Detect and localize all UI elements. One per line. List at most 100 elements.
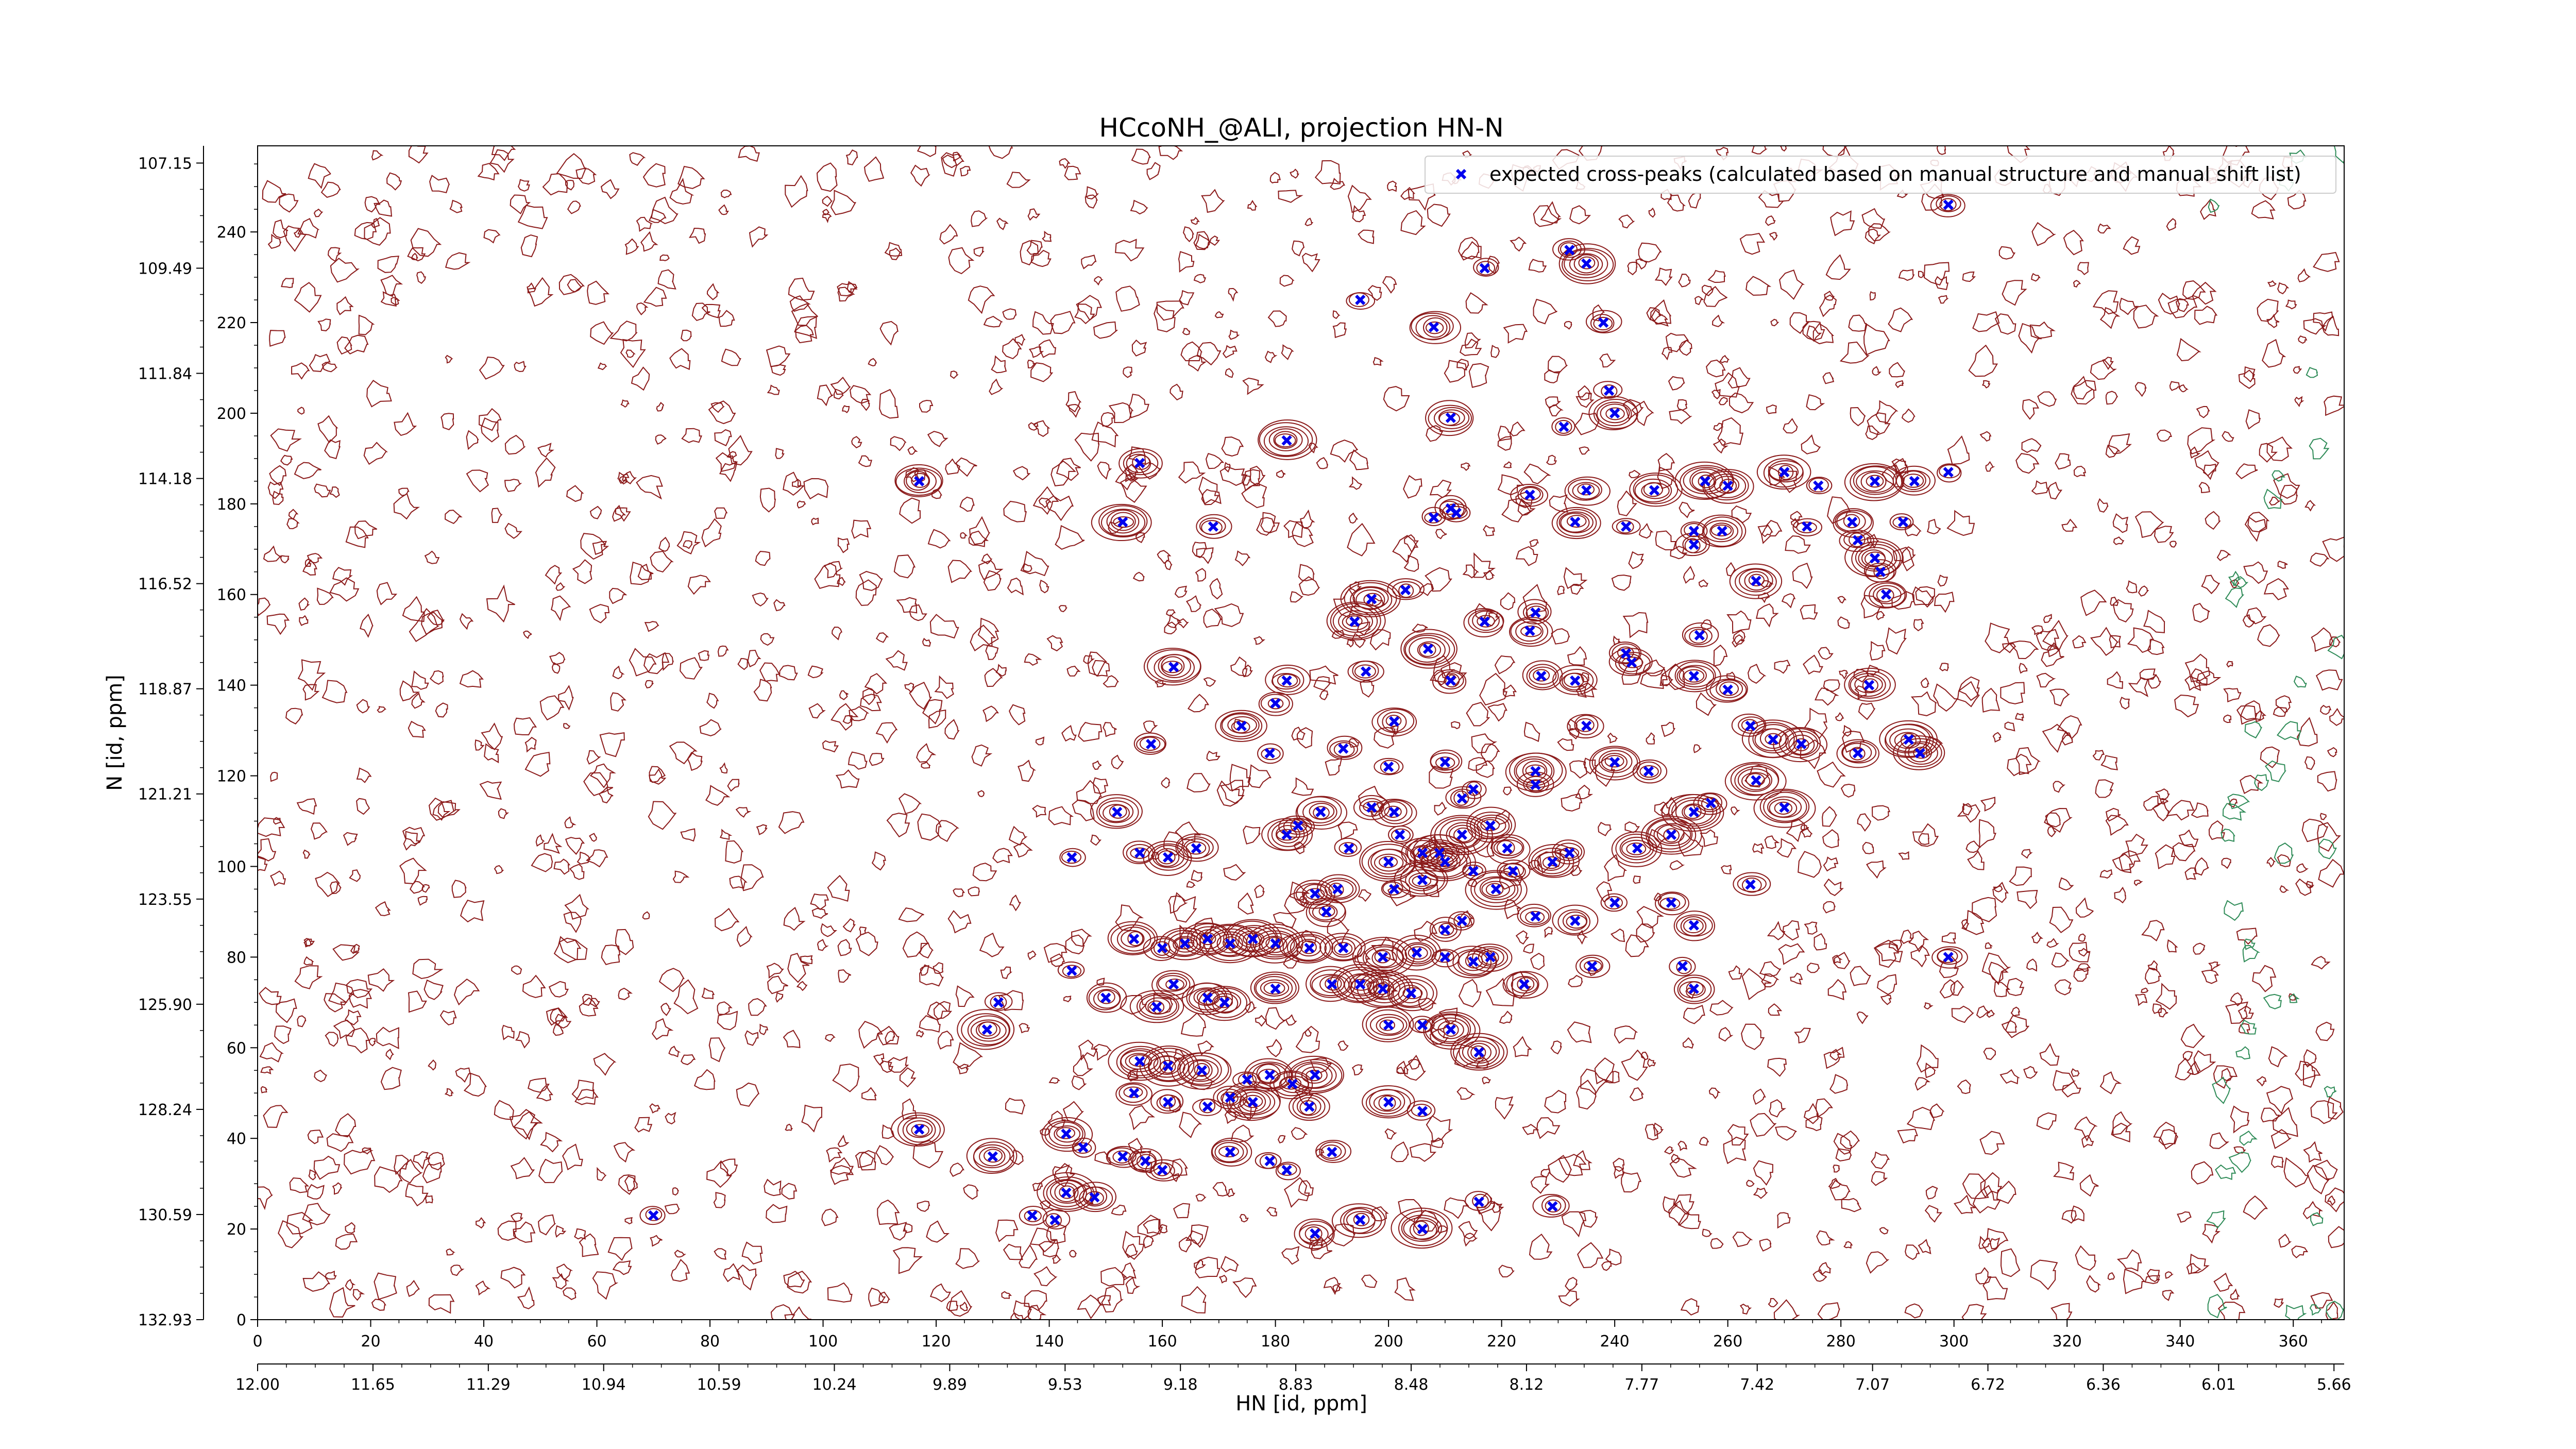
noise-contour bbox=[1530, 1176, 1550, 1194]
noise-contour bbox=[2123, 1269, 2146, 1294]
noise-contour bbox=[2174, 694, 2199, 718]
noise-contour bbox=[1073, 1054, 1094, 1076]
contour-level bbox=[1384, 805, 1402, 818]
noise-contour bbox=[1723, 1136, 1747, 1165]
noise-contour bbox=[258, 856, 268, 871]
noise-contour bbox=[2257, 624, 2280, 647]
contour-level bbox=[1255, 1152, 1282, 1169]
noise-contour bbox=[1032, 1182, 1043, 1191]
contour-level bbox=[1588, 396, 1638, 430]
contour-level bbox=[1392, 934, 1442, 971]
noise-contour bbox=[1975, 1267, 1992, 1285]
contour-level bbox=[1939, 464, 1961, 479]
cross-peak-marker bbox=[1196, 1065, 1208, 1076]
noise-contour bbox=[545, 565, 563, 585]
noise-contour bbox=[1169, 1158, 1188, 1176]
noise-contour bbox=[1351, 1064, 1364, 1076]
noise-contour bbox=[1529, 1233, 1553, 1260]
noise-contour bbox=[801, 1104, 823, 1133]
contour-level bbox=[967, 1015, 1010, 1046]
noise-contour bbox=[701, 987, 715, 1000]
noise-contour bbox=[428, 1059, 436, 1071]
peak-contour bbox=[1673, 911, 1716, 941]
noise-contour bbox=[1815, 1098, 1834, 1118]
noise-contour bbox=[1121, 1262, 1137, 1280]
noise-contour bbox=[1719, 355, 1730, 363]
cross-peak-marker-stroke bbox=[1722, 684, 1733, 695]
noise-contour bbox=[1638, 242, 1662, 263]
cross-peak-marker bbox=[1468, 956, 1479, 967]
cross-peak-marker bbox=[1705, 798, 1716, 808]
peak-contour bbox=[1294, 1218, 1335, 1250]
noise-contour bbox=[971, 210, 988, 227]
contour-level bbox=[1674, 461, 1734, 500]
negative-contour bbox=[2239, 1130, 2258, 1146]
noise-contour bbox=[1128, 393, 1149, 418]
noise-contour bbox=[1232, 1277, 1257, 1299]
noise-contour bbox=[1640, 1051, 1649, 1060]
noise-contour bbox=[851, 519, 872, 539]
contour-level bbox=[1344, 582, 1397, 615]
contour-level bbox=[1533, 669, 1550, 682]
noise-contour bbox=[1934, 592, 1955, 613]
noise-contour bbox=[1352, 205, 1366, 223]
x2-tick-label: 9.89 bbox=[933, 1376, 967, 1394]
noise-contour bbox=[2287, 190, 2307, 210]
negative-contour bbox=[2207, 1293, 2227, 1319]
y2-tick-label: 132.93 bbox=[138, 1311, 192, 1329]
noise-contour bbox=[1290, 591, 1303, 603]
noise-contour bbox=[655, 434, 667, 445]
noise-contour bbox=[2327, 1096, 2344, 1120]
noise-contour bbox=[2001, 1020, 2018, 1033]
contour-level bbox=[1558, 511, 1594, 533]
noise-contour bbox=[428, 1294, 455, 1314]
cross-peak-marker bbox=[1456, 915, 1467, 926]
cross-peak-marker bbox=[1688, 539, 1699, 550]
noise-contour bbox=[778, 811, 805, 834]
contour-level bbox=[1118, 1083, 1148, 1103]
noise-contour bbox=[2225, 1001, 2248, 1024]
noise-contour bbox=[1635, 258, 1648, 270]
noise-contour bbox=[2193, 1050, 2216, 1074]
noise-contour bbox=[2302, 1201, 2324, 1220]
cross-peak-marker bbox=[1247, 1097, 1258, 1107]
noise-contour bbox=[2303, 1141, 2323, 1163]
peak-contour bbox=[1462, 862, 1486, 880]
peak-contour bbox=[1374, 757, 1404, 776]
noise-contour bbox=[1982, 1276, 2008, 1301]
noise-contour bbox=[2004, 721, 2015, 732]
noise-contour bbox=[1203, 608, 1222, 628]
contour-level bbox=[1428, 405, 1472, 432]
noise-contour bbox=[537, 443, 554, 458]
contour-level bbox=[1156, 972, 1191, 996]
x2-tick-label: 7.07 bbox=[1855, 1376, 1890, 1394]
cross-peak-marker-stroke bbox=[1485, 952, 1496, 963]
noise-contour bbox=[2236, 928, 2258, 945]
contour-level bbox=[1542, 856, 1561, 869]
contour-level bbox=[1334, 966, 1385, 1002]
noise-contour bbox=[1972, 1185, 2002, 1214]
noise-contour bbox=[1426, 1115, 1453, 1143]
noise-contour bbox=[787, 1271, 812, 1294]
cross-peak-marker bbox=[1225, 938, 1235, 949]
cross-peak-marker-stroke bbox=[648, 1210, 659, 1221]
noise-contour bbox=[274, 1025, 292, 1044]
noise-contour bbox=[1561, 793, 1583, 812]
noise-contour bbox=[1033, 1266, 1058, 1287]
noise-contour bbox=[1651, 309, 1669, 327]
noise-contour bbox=[706, 693, 719, 709]
contour-level bbox=[1858, 547, 1893, 570]
noise-contour bbox=[2090, 627, 2119, 656]
contour-level bbox=[1403, 633, 1455, 666]
noise-contour bbox=[1698, 579, 1708, 588]
noise-contour bbox=[2031, 931, 2043, 944]
contour-level bbox=[1425, 400, 1474, 436]
contour-level bbox=[1133, 732, 1166, 755]
noise-contour bbox=[1790, 511, 1803, 521]
noise-contour bbox=[421, 884, 430, 893]
noise-contour bbox=[898, 907, 924, 922]
noise-contour bbox=[735, 807, 752, 818]
noise-contour bbox=[1607, 732, 1618, 744]
noise-contour bbox=[580, 533, 606, 560]
